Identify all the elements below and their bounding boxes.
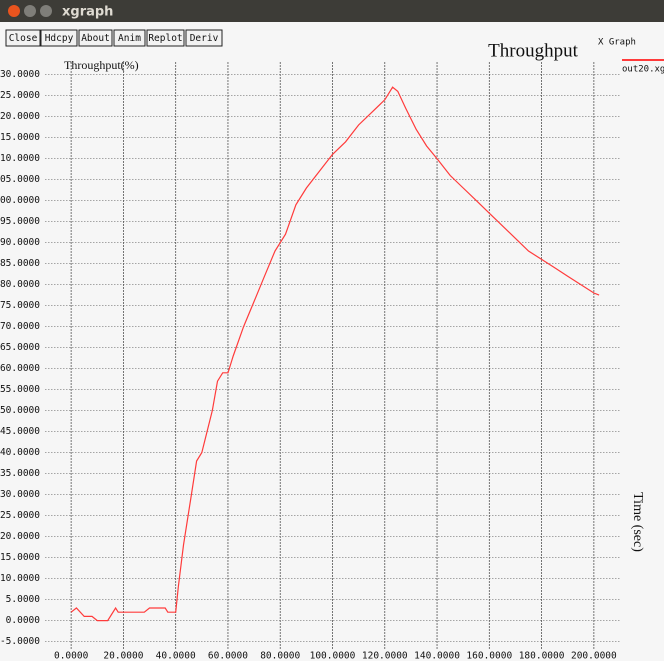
x-tick-label: 100.0000 bbox=[310, 651, 356, 661]
data-line bbox=[70, 86, 600, 622]
y-axis-label: Throughput(%) bbox=[64, 58, 139, 72]
y-tick-label: 5.0000 bbox=[6, 594, 41, 605]
max-dot[interactable] bbox=[40, 5, 52, 17]
toolbar-button[interactable] bbox=[185, 29, 223, 47]
legend-label: out20.xg bbox=[622, 65, 664, 75]
x-tick-label: 140.0000 bbox=[414, 651, 460, 661]
y-tick-label: 90.0000 bbox=[0, 237, 40, 248]
y-tick-label: 0.0000 bbox=[6, 615, 41, 626]
close-dot[interactable] bbox=[8, 5, 20, 17]
x-tick-label: 180.0000 bbox=[519, 651, 565, 661]
y-tick-label: 40.0000 bbox=[0, 447, 40, 458]
toolbar-button-label[interactable]: Anim bbox=[118, 33, 141, 44]
y-tick-label: -5.0000 bbox=[0, 636, 40, 647]
y-tick-label: 120.0000 bbox=[0, 111, 40, 122]
y-tick-label: 95.0000 bbox=[0, 216, 40, 227]
y-tick-label: 15.0000 bbox=[0, 552, 40, 563]
x-axis-label: Time (sec) bbox=[630, 492, 645, 552]
toolbar-button-label[interactable]: Hdcpy bbox=[45, 33, 74, 44]
toolbar-button[interactable] bbox=[40, 29, 78, 47]
y-tick-label: 10.0000 bbox=[0, 573, 40, 584]
y-tick-label: 65.0000 bbox=[0, 342, 40, 353]
y-tick-label: 80.0000 bbox=[0, 279, 40, 290]
window-title: xgraph bbox=[62, 5, 113, 20]
x-tick-label: 40.0000 bbox=[156, 651, 196, 661]
x-tick-label: 80.0000 bbox=[260, 651, 300, 661]
y-tick-label: 75.0000 bbox=[0, 300, 40, 311]
toolbar-button-label[interactable]: Close bbox=[9, 33, 38, 44]
y-tick-label: 50.0000 bbox=[0, 405, 40, 416]
x-tick-label: 20.0000 bbox=[103, 651, 143, 661]
y-tick-label: 70.0000 bbox=[0, 321, 40, 332]
toolbar-button[interactable] bbox=[146, 29, 185, 47]
y-tick-label: 55.0000 bbox=[0, 384, 40, 395]
toolbar-button[interactable] bbox=[78, 29, 113, 47]
toolbar-button-label[interactable]: Deriv bbox=[190, 33, 219, 44]
y-tick-label: 20.0000 bbox=[0, 531, 40, 542]
toolbar-button-label[interactable]: Replot bbox=[148, 33, 182, 44]
y-tick-label: 130.0000 bbox=[0, 69, 40, 80]
toolbar-button[interactable] bbox=[113, 29, 146, 47]
y-tick-label: 35.0000 bbox=[0, 468, 40, 479]
x-tick-label: 0.0000 bbox=[54, 651, 89, 661]
x-tick-label: 160.0000 bbox=[466, 651, 512, 661]
y-tick-label: 45.0000 bbox=[0, 426, 40, 437]
y-tick-label: 85.0000 bbox=[0, 258, 40, 269]
chart-title: Throughput bbox=[488, 40, 578, 61]
x-tick-label: 200.0000 bbox=[571, 651, 617, 661]
y-tick-label: 105.0000 bbox=[0, 174, 40, 185]
chart-subtitle: X Graph bbox=[598, 38, 636, 48]
title-bar bbox=[0, 0, 664, 22]
y-tick-label: 60.0000 bbox=[0, 363, 40, 374]
min-dot[interactable] bbox=[24, 5, 36, 17]
y-tick-label: 125.0000 bbox=[0, 90, 40, 101]
y-tick-label: 115.0000 bbox=[0, 132, 40, 143]
y-tick-label: 100.0000 bbox=[0, 195, 40, 206]
x-tick-label: 120.0000 bbox=[362, 651, 408, 661]
y-tick-label: 25.0000 bbox=[0, 510, 40, 521]
toolbar-button[interactable] bbox=[5, 29, 41, 47]
y-tick-label: 110.0000 bbox=[0, 153, 40, 164]
x-tick-label: 60.0000 bbox=[208, 651, 248, 661]
toolbar-button-label[interactable]: About bbox=[81, 33, 110, 44]
y-tick-label: 30.0000 bbox=[0, 489, 40, 500]
